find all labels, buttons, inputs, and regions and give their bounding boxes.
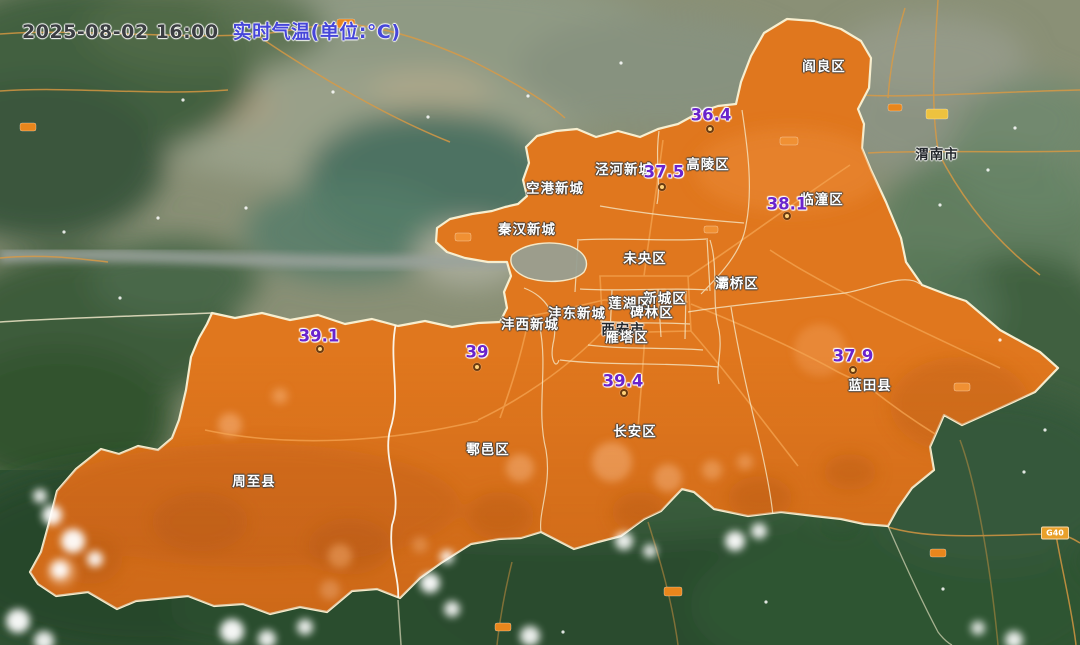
town-dots	[62, 61, 1047, 634]
station-dot	[849, 366, 857, 374]
page-title: 实时气温(单位:°C)	[232, 21, 401, 43]
station-dot	[706, 125, 714, 133]
timestamp-text: 2025-08-02 16:00	[22, 21, 219, 43]
river-valley-notch	[510, 242, 588, 283]
road-badge: G40	[1041, 526, 1069, 540]
road-badges-decorative	[19, 18, 971, 632]
map-header: 2025-08-02 16:00 实时气温(单位:°C)	[22, 17, 401, 44]
station-dot	[316, 345, 324, 353]
station-dot	[658, 183, 666, 191]
clouds	[6, 489, 1023, 645]
station-dot	[473, 363, 481, 371]
county-boundary-extensions	[0, 312, 953, 645]
station-dot	[783, 212, 791, 220]
station-dot	[620, 389, 628, 397]
